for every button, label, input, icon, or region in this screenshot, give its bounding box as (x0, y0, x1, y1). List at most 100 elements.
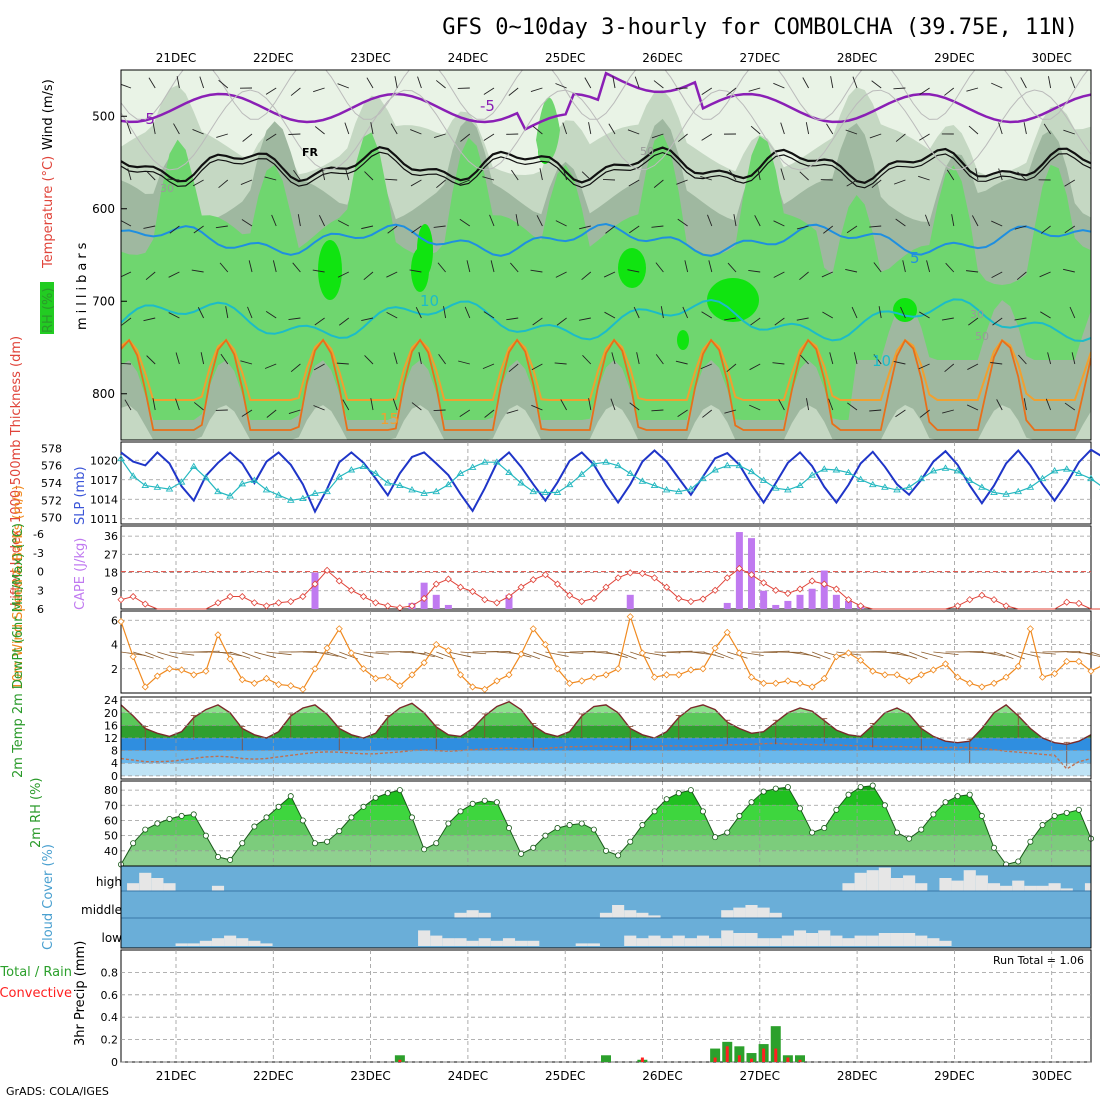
rh-label: RH (%) (41, 288, 56, 333)
cloud-bar-low (793, 930, 807, 946)
wind-barb (191, 269, 204, 273)
rh-point (736, 812, 743, 819)
contour-label: 30 (160, 182, 174, 195)
wind-barb (966, 270, 979, 273)
bottom-date-label: 21DEC (156, 1069, 196, 1083)
wind-barb (127, 168, 132, 181)
wind-barb (288, 317, 301, 321)
rh-point (627, 838, 634, 845)
wind-barb (1048, 76, 1052, 89)
top-date-label: 25DEC (545, 51, 585, 65)
top-date-label: 26DEC (642, 51, 682, 65)
thickness-point (238, 479, 247, 487)
wind-barb (726, 363, 737, 373)
thickness-line (120, 458, 1100, 501)
precip-frame (120, 949, 1092, 1063)
li-point (990, 596, 998, 604)
cloud-bar-high (139, 872, 152, 891)
rh-90-patch (677, 330, 689, 350)
wind-barb-10m (860, 650, 887, 653)
wind-barb (345, 168, 350, 181)
li-point (760, 579, 768, 587)
wind-barb (219, 262, 229, 273)
li-tick: 0 (37, 566, 44, 579)
wind-barb (460, 133, 471, 142)
wind-barb-10m (460, 651, 487, 655)
wind-barb (1014, 317, 1027, 321)
bottom-date-label: 25DEC (545, 1069, 585, 1083)
rh-point (481, 797, 488, 804)
rh-point (154, 820, 161, 827)
cloud-bar-low (248, 940, 261, 946)
wind-barb (242, 133, 253, 142)
cloud-panel: high middle low Cloud Cover (%) (41, 844, 1092, 950)
li-point (384, 602, 392, 610)
li-tick: 6 (37, 603, 44, 616)
wind-barb (1064, 179, 1076, 187)
li-point (638, 569, 646, 578)
wind-barb (443, 306, 447, 319)
wind-barb-10m (314, 651, 339, 657)
wind-speed-point (772, 679, 780, 687)
contour-labels: -5 -5 FR 5 10 10 15 30 30 50 50 (140, 97, 989, 428)
wind-barb (873, 354, 882, 365)
contour-label: 10 (872, 352, 891, 370)
plus10-isotherm (121, 298, 1091, 343)
cape-tick: 27 (104, 548, 118, 561)
rh-point (142, 826, 149, 833)
li-point (857, 602, 865, 610)
wind-barb (121, 271, 132, 278)
thickness-point (747, 467, 756, 475)
rh-point (687, 787, 694, 794)
precip-total-label: Total / Rain (0, 965, 72, 980)
cloud-bar-low (490, 940, 503, 946)
li-tick: -3 (33, 547, 44, 560)
wind-barb-10m (351, 651, 374, 658)
wind-barb (394, 76, 398, 89)
wind-barb (199, 76, 205, 89)
wind-barb (796, 225, 809, 230)
wind-barb-10m (363, 651, 389, 655)
wind-speed-point (602, 671, 610, 679)
upper-air-panel: -5 -5 FR 5 10 10 15 30 30 50 50 500 600 700 800 RH (%… (40, 69, 1092, 441)
bottom-date-label: 29DEC (934, 1069, 974, 1083)
wind-barb (869, 225, 882, 228)
wind-barb (869, 409, 882, 412)
cloud-bar-high (1000, 885, 1013, 891)
wind-barb (774, 317, 785, 326)
thickness-point (517, 479, 525, 486)
wind-barb-10m (217, 651, 243, 657)
wind-speed-point (347, 649, 355, 657)
wind-barb (313, 87, 325, 93)
wind-barb (366, 77, 374, 89)
cloud-bar-middle (648, 915, 661, 918)
wind-barb (555, 220, 567, 227)
thickness-point (832, 466, 841, 473)
rh-point (821, 825, 828, 832)
li-point (432, 580, 440, 588)
wind-barb (1063, 129, 1075, 135)
wind-barb-10m (981, 651, 1006, 657)
precip-tick: 0 (111, 1056, 118, 1069)
li-point (505, 592, 513, 601)
rh-band (121, 850, 1091, 866)
thickness-point (553, 488, 562, 495)
slp-tick: 1020 (90, 454, 118, 467)
wind-barb (675, 360, 688, 365)
wind-barb (822, 311, 834, 319)
wind-barb (143, 225, 156, 229)
rh-point (590, 826, 597, 833)
wind-barb (1047, 352, 1052, 365)
wind-barb-10m (242, 651, 261, 660)
wind-barb-10m (1018, 651, 1041, 658)
lifted-index-label: Lifted Index (9, 529, 24, 606)
wind-barb-10m (423, 651, 444, 660)
wind-speed-point (723, 628, 731, 636)
rh-point (227, 856, 234, 863)
wind-speed-label: 10m Wind Speed & Barbs (m/s) (11, 485, 26, 690)
cloud-bar-low (442, 938, 455, 946)
rh-contour-light (121, 70, 1089, 120)
temperature-band (121, 701, 1091, 713)
cape-bar (772, 604, 780, 609)
temperature-tick: 12 (104, 732, 118, 745)
